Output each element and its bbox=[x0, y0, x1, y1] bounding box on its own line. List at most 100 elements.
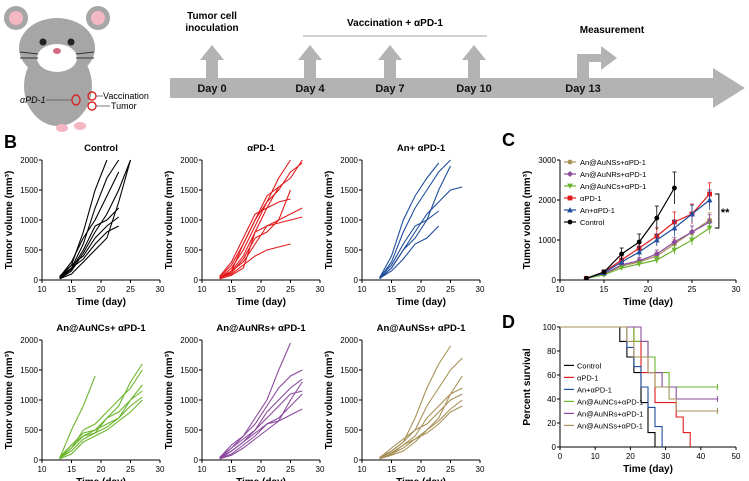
x-tick-label: 25 bbox=[286, 285, 295, 294]
y-tick-label: 2000 bbox=[180, 156, 198, 165]
series-line bbox=[379, 393, 463, 458]
series-line bbox=[219, 393, 303, 459]
timeline-up-arrow bbox=[462, 45, 486, 78]
data-point bbox=[706, 197, 713, 203]
chart-title: αPD-1 bbox=[247, 143, 275, 154]
y-tick-label: 500 bbox=[25, 246, 39, 255]
legend-entry: Control bbox=[577, 361, 602, 370]
data-point bbox=[636, 249, 643, 255]
series-line bbox=[59, 216, 120, 277]
series-line bbox=[586, 199, 710, 279]
legend-entry: αPD-1 bbox=[577, 373, 598, 382]
x-tick-label: 30 bbox=[156, 465, 165, 474]
series-line bbox=[59, 171, 120, 278]
series-line bbox=[379, 210, 440, 279]
plot-area bbox=[219, 159, 303, 280]
x-tick-label: 25 bbox=[688, 285, 697, 294]
y-tick-label: 500 bbox=[185, 246, 199, 255]
y-tick-label: 60 bbox=[547, 371, 556, 380]
legend-entry: An@AuNRs+αPD-1 bbox=[580, 170, 646, 179]
chart-title: An@AuNSs+ αPD-1 bbox=[377, 323, 466, 334]
y-tick-label: 2000 bbox=[20, 156, 38, 165]
series-line bbox=[219, 243, 291, 279]
chart-title: An@AuNRs+ αPD-1 bbox=[216, 323, 306, 334]
y-axis-label: Tumor volume (mm³) bbox=[324, 171, 335, 270]
x-tick-label: 10 bbox=[358, 465, 367, 474]
x-tick-label: 15 bbox=[227, 285, 236, 294]
data-point bbox=[671, 225, 678, 231]
y-tick-label: 0 bbox=[34, 456, 39, 465]
legend-entry: An+αPD-1 bbox=[577, 385, 612, 394]
chart-title: An@AuNCs+ αPD-1 bbox=[56, 323, 146, 334]
series-line bbox=[219, 207, 303, 280]
x-axis-label: Time (day) bbox=[236, 297, 286, 308]
y-tick-label: 3000 bbox=[538, 156, 556, 165]
series-line bbox=[59, 225, 119, 279]
y-tick-label: 1000 bbox=[20, 396, 38, 405]
chart-b6: 10 15 20 25 30 0 500 1000 1500 2000 Time (day) Tumo… bbox=[324, 323, 485, 481]
y-tick-label: 0 bbox=[194, 276, 199, 285]
y-tick-label: 2000 bbox=[340, 336, 358, 345]
plot-area bbox=[583, 171, 713, 280]
chart-b5: 10 15 20 25 30 0 500 1000 1500 2000 Time (day) Tumo… bbox=[164, 323, 325, 481]
series-line bbox=[219, 159, 303, 279]
x-tick-label: 15 bbox=[227, 465, 236, 474]
significance-bracket bbox=[714, 193, 720, 229]
x-axis-label: Time (day) bbox=[623, 464, 673, 475]
y-tick-label: 1000 bbox=[20, 216, 38, 225]
x-tick-label: 10 bbox=[198, 465, 207, 474]
series-line bbox=[586, 193, 711, 279]
legend-entry: An@AuNSs+αPD-1 bbox=[577, 421, 643, 430]
timeline-day-label: Day 7 bbox=[375, 83, 404, 95]
y-tick-label: 80 bbox=[547, 347, 556, 356]
plot-area bbox=[379, 159, 463, 280]
series-line bbox=[59, 159, 132, 280]
data-point bbox=[618, 265, 625, 271]
series-line bbox=[379, 225, 440, 279]
y-axis-label: Percent survival bbox=[522, 348, 533, 425]
series-line bbox=[59, 207, 120, 279]
y-tick-label: 0 bbox=[552, 443, 557, 452]
series-line bbox=[379, 357, 463, 459]
chart-d: 0 10 20 30 40 50 0 20 40 60 80 100 Time (day) Percent… bbox=[522, 323, 741, 475]
vaccination-bracket-label: Vaccination + αPD-1 bbox=[347, 18, 443, 29]
y-axis-label: Tumor volume (mm³) bbox=[164, 171, 175, 270]
series-line bbox=[586, 221, 710, 279]
legend-entry: An@AuNCs+αPD-1 bbox=[580, 182, 646, 191]
timeline-day-label: Day 10 bbox=[456, 83, 491, 95]
y-tick-label: 0 bbox=[552, 276, 557, 285]
survival-curve bbox=[560, 326, 656, 447]
y-tick-label: 500 bbox=[185, 426, 199, 435]
legend-entry: An@AuNSs+αPD-1 bbox=[580, 158, 646, 167]
x-axis-label: Time (day) bbox=[396, 477, 446, 481]
y-tick-label: 1500 bbox=[20, 186, 38, 195]
y-tick-label: 40 bbox=[547, 395, 556, 404]
data-point bbox=[654, 215, 660, 221]
panel-label-b: B bbox=[4, 132, 17, 152]
data-point bbox=[584, 276, 589, 280]
data-point bbox=[689, 211, 695, 217]
x-tick-label: 10 bbox=[38, 285, 47, 294]
x-tick-label: 25 bbox=[446, 465, 455, 474]
panel-label-d: D bbox=[502, 312, 515, 332]
survival-curve bbox=[560, 326, 663, 447]
y-tick-label: 2000 bbox=[538, 196, 556, 205]
timeline-day-label: Day 4 bbox=[295, 83, 325, 95]
legend-entry: An@AuNRs+αPD-1 bbox=[577, 409, 643, 418]
x-tick-label: 30 bbox=[476, 285, 485, 294]
data-point bbox=[689, 237, 695, 243]
data-point bbox=[689, 229, 695, 235]
x-tick-label: 30 bbox=[476, 465, 485, 474]
y-tick-label: 1500 bbox=[340, 186, 358, 195]
x-tick-label: 20 bbox=[257, 465, 266, 474]
series-line bbox=[379, 162, 440, 278]
chart-title: An+ αPD-1 bbox=[397, 143, 446, 154]
x-tick-label: 15 bbox=[67, 285, 76, 294]
timeline-day-label: Day 0 bbox=[197, 83, 226, 95]
x-tick-label: 20 bbox=[626, 452, 635, 461]
series-line bbox=[59, 363, 143, 458]
x-tick-label: 15 bbox=[387, 465, 396, 474]
y-axis-label: Tumor volume (mm³) bbox=[324, 351, 335, 450]
x-tick-label: 20 bbox=[417, 285, 426, 294]
